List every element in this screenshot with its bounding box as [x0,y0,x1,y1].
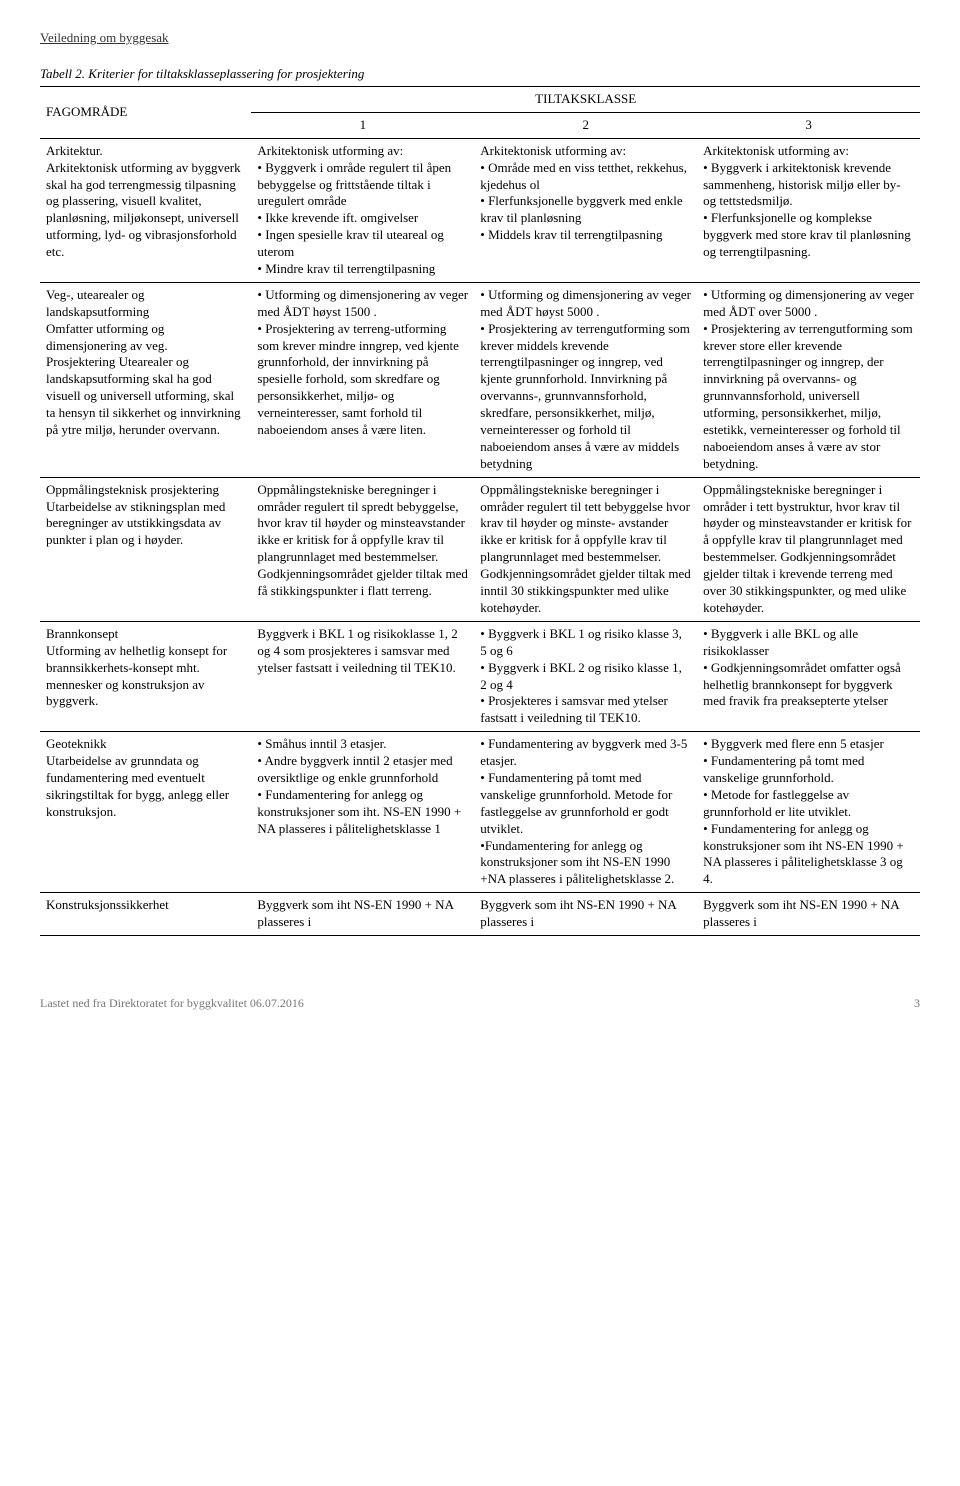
table-row: Oppmålingsteknisk prosjektering Utarbeid… [40,477,920,621]
th-col3: 3 [697,112,920,138]
table-cell: • Utforming og dimensjonering av veger m… [251,282,474,477]
table-cell: Byggverk i BKL 1 og risikoklasse 1, 2 og… [251,621,474,731]
table-cell: Oppmålingstekniske beregninger i områder… [251,477,474,621]
table-cell: Arkitektonisk utforming av: • Byggverk i… [697,138,920,282]
table-cell: Arkitektonisk utforming av: • Område med… [474,138,697,282]
table-cell: • Fundamentering av byggverk med 3-5 eta… [474,732,697,893]
table-cell: Arkitektur. Arkitektonisk utforming av b… [40,138,251,282]
table-cell: • Byggverk med flere enn 5 etasjer • Fun… [697,732,920,893]
th-tiltaksklasse: TILTAKSKLASSE [251,87,920,113]
table-cell: Geoteknikk Utarbeidelse av grunndata og … [40,732,251,893]
table-cell: Arkitektonisk utforming av: • Byggverk i… [251,138,474,282]
table-cell: Oppmålingsteknisk prosjektering Utarbeid… [40,477,251,621]
footer-right: 3 [914,996,920,1011]
page-footer: Lastet ned fra Direktoratet for byggkval… [40,996,920,1011]
criteria-table: FAGOMRÅDE TILTAKSKLASSE 1 2 3 Arkitektur… [40,86,920,936]
th-col1: 1 [251,112,474,138]
table-cell: Brannkonsept Utforming av helhetlig kons… [40,621,251,731]
table-row: Geoteknikk Utarbeidelse av grunndata og … [40,732,920,893]
table-cell: • Byggverk i alle BKL og alle risikoklas… [697,621,920,731]
table-cell: Byggverk som iht NS-EN 1990 + NA plasser… [251,893,474,936]
table-row: Veg-, utearealer og landskapsutforming O… [40,282,920,477]
table-cell: Byggverk som iht NS-EN 1990 + NA plasser… [697,893,920,936]
header-link[interactable]: Veiledning om byggesak [40,30,920,46]
table-row: Arkitektur. Arkitektonisk utforming av b… [40,138,920,282]
th-col2: 2 [474,112,697,138]
table-row: Brannkonsept Utforming av helhetlig kons… [40,621,920,731]
table-cell: • Byggverk i BKL 1 og risiko klasse 3, 5… [474,621,697,731]
table-cell: Oppmålingstekniske beregninger i områder… [697,477,920,621]
table-caption: Tabell 2. Kriterier for tiltaksklassepla… [40,66,920,82]
footer-left: Lastet ned fra Direktoratet for byggkval… [40,996,304,1011]
th-fagomrade: FAGOMRÅDE [40,87,251,139]
table-row: KonstruksjonssikkerhetByggverk som iht N… [40,893,920,936]
table-cell: Konstruksjonssikkerhet [40,893,251,936]
table-cell: Byggverk som iht NS-EN 1990 + NA plasser… [474,893,697,936]
table-cell: Oppmålingstekniske beregninger i områder… [474,477,697,621]
table-cell: • Utforming og dimensjonering av veger m… [697,282,920,477]
table-cell: • Utforming og dimensjonering av veger m… [474,282,697,477]
table-cell: • Småhus inntil 3 etasjer. • Andre byggv… [251,732,474,893]
table-cell: Veg-, utearealer og landskapsutforming O… [40,282,251,477]
